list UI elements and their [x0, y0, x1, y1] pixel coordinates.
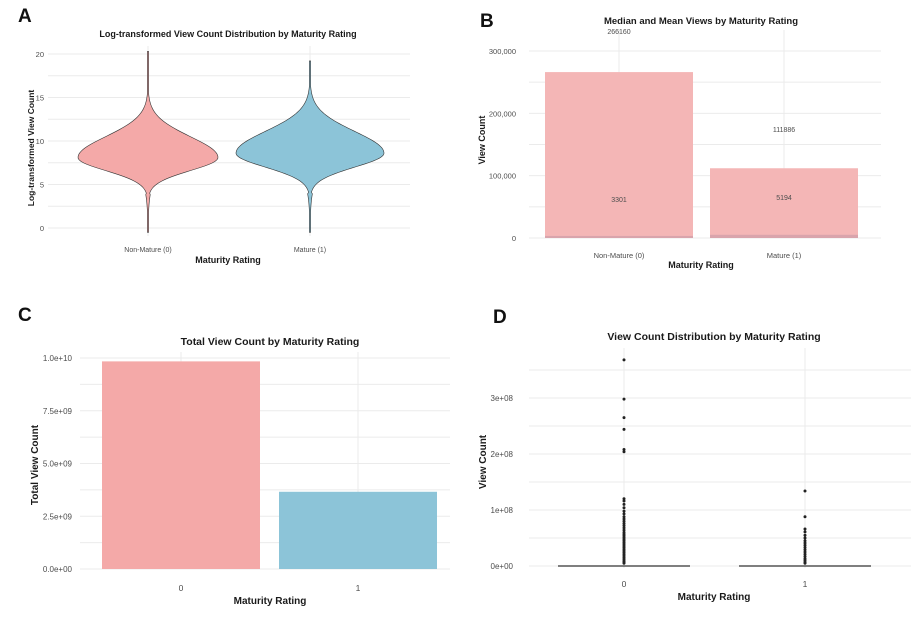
box-plot-views: View Count Distribution by Maturity Rati… [478, 331, 911, 603]
y-tick-label: 0e+00 [491, 562, 514, 571]
x-axis-label: Maturity Rating [678, 592, 751, 603]
bar-chart-median-mean: Median and Mean Views by Maturity Rating… [477, 16, 881, 270]
y-tick-label: 300,000 [489, 47, 516, 56]
outlier-point [622, 499, 626, 503]
outlier-point [803, 554, 807, 558]
y-axis-label: View Count [478, 434, 489, 489]
y-tick-label: 15 [36, 94, 44, 103]
panel-letter-b: B [480, 11, 494, 32]
panel-letter-c: C [18, 305, 32, 326]
outlier-point [622, 517, 626, 521]
y-tick-label: 0 [512, 234, 516, 243]
bar-chart-total-views: Total View Count by Maturity Rating Tota… [30, 336, 450, 607]
median-bar [710, 234, 858, 238]
mean-bar [545, 72, 693, 238]
outlier-point [622, 524, 626, 528]
outlier-point [803, 536, 807, 540]
outlier-point [622, 502, 626, 506]
outlier-point [803, 539, 807, 543]
outlier-point [803, 541, 807, 545]
x-axis-label: Maturity Rating [234, 596, 307, 607]
y-tick-label: 100,000 [489, 172, 516, 181]
y-tick-label: 1e+08 [491, 506, 514, 515]
x-tick-label: Mature (1) [767, 251, 802, 260]
panel-c: Total View Count by Maturity Rating Tota… [0, 300, 461, 626]
violin-non-mature-0- [77, 51, 219, 233]
x-tick-label: 1 [803, 579, 808, 589]
x-tick-label: 0 [179, 583, 184, 593]
chart-title: Total View Count by Maturity Rating [181, 336, 360, 348]
total-bar [102, 361, 260, 569]
x-tick-label: 1 [356, 583, 361, 593]
outlier-point [622, 561, 626, 565]
outlier-point [622, 521, 626, 525]
total-bar [279, 491, 437, 569]
outlier-point [803, 561, 807, 565]
outlier-point [622, 509, 626, 513]
outlier-point [803, 548, 807, 552]
y-tick-label: 2e+08 [491, 450, 514, 459]
x-tick-label: Mature (1) [294, 247, 326, 254]
violin-mature-1- [235, 60, 385, 233]
y-axis-label: View Count [477, 116, 487, 165]
gridlines [529, 348, 911, 568]
outlier-point [803, 515, 807, 519]
y-axis-label: Log-transformed View Count [26, 90, 36, 207]
y-tick-label: 2.5e+09 [43, 512, 73, 521]
y-tick-label: 7.5e+09 [43, 407, 73, 416]
outlier-point [622, 519, 626, 523]
panel-b: Median and Mean Views by Maturity Rating… [461, 0, 922, 300]
outlier-point [622, 448, 626, 452]
outlier-point [803, 533, 807, 537]
y-tick-label: 0.0e+00 [43, 565, 73, 574]
outlier-point [622, 497, 626, 501]
x-axis-label: Maturity Rating [195, 255, 261, 265]
outlier-point [622, 526, 626, 530]
panel-a: Log-transformed View Count Distribution … [0, 0, 461, 300]
outlier-point [803, 543, 807, 547]
y-tick-label: 5 [40, 181, 44, 190]
outlier-point [803, 527, 807, 531]
panel-letter-a: A [18, 6, 32, 27]
chart-title: Log-transformed View Count Distribution … [99, 29, 356, 39]
panel-letter-d: D [493, 307, 507, 328]
outlier-point [622, 506, 626, 510]
y-tick-label: 0 [40, 224, 44, 233]
x-tick-label: 0 [622, 579, 627, 589]
mean-value-label: 111886 [773, 127, 795, 134]
outlier-point [622, 358, 626, 362]
chart-title: View Count Distribution by Maturity Rati… [607, 331, 820, 343]
outlier-point [622, 416, 626, 420]
outlier-point [622, 528, 626, 532]
median-value-label: 3301 [611, 197, 627, 204]
y-axis-label: Total View Count [30, 424, 41, 505]
x-tick-label: Non-Mature (0) [124, 247, 171, 254]
outlier-point [622, 450, 626, 454]
outlier-point [803, 530, 807, 534]
y-tick-label: 3e+08 [491, 394, 514, 403]
outlier-point [803, 552, 807, 556]
y-tick-label: 1.0e+10 [43, 354, 73, 363]
outlier-point [622, 512, 626, 516]
median-bar [545, 235, 693, 238]
mean-bar [710, 168, 858, 238]
median-value-label: 5194 [776, 195, 792, 202]
outlier-point [803, 489, 807, 493]
violin-chart: Log-transformed View Count Distribution … [26, 29, 410, 265]
x-tick-label: Non-Mature (0) [594, 251, 645, 260]
y-tick-label: 5.0e+09 [43, 460, 73, 469]
y-tick-label: 10 [36, 137, 44, 146]
outlier-point [622, 515, 626, 519]
outlier-point [622, 427, 626, 431]
x-axis-label: Maturity Rating [668, 260, 734, 270]
outlier-point [803, 546, 807, 550]
panel-d: View Count Distribution by Maturity Rati… [461, 300, 922, 626]
outlier-point [803, 550, 807, 554]
y-tick-label: 200,000 [489, 109, 516, 118]
mean-value-label: 266160 [607, 29, 630, 36]
y-tick-label: 20 [36, 50, 44, 59]
outlier-point [622, 397, 626, 401]
chart-title: Median and Mean Views by Maturity Rating [604, 16, 798, 27]
